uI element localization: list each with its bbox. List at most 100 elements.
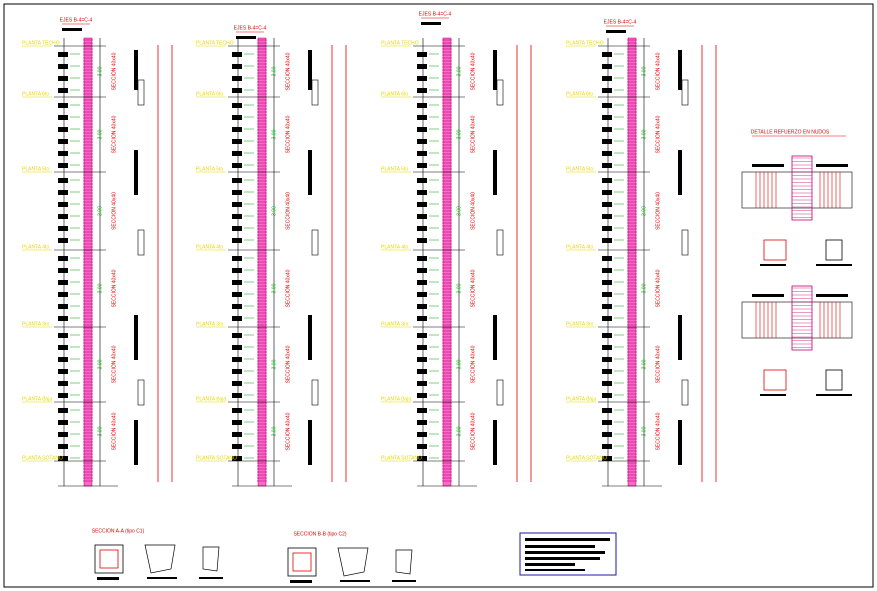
level-label: PLANTA 6to [196, 91, 223, 97]
rebar-section [232, 64, 242, 69]
rebar-section [417, 214, 427, 219]
rebar-section [602, 408, 612, 413]
legend-box [519, 532, 617, 576]
column-section: SECCION 40x40 [111, 115, 117, 153]
rebar-section [232, 292, 242, 297]
beam-top [752, 294, 784, 297]
rebar-section [232, 256, 242, 261]
column-section: SECCION 40x40 [470, 52, 476, 90]
beam-bar [134, 420, 138, 465]
rebar-section [417, 369, 427, 374]
rebar-section [58, 115, 68, 120]
rebar-section [602, 103, 612, 108]
rebar-section [58, 408, 68, 413]
rebar-section [58, 456, 68, 461]
level-label: PLANTA TECHO [22, 40, 60, 46]
detail-title: DETALLE REFUERZO EN NUDOS [751, 129, 830, 135]
rebar-section [417, 151, 427, 156]
rebar-section [58, 280, 68, 285]
beam-box [681, 79, 689, 106]
beam-bar [134, 150, 138, 195]
level-label: PLANTA 5to [196, 166, 223, 172]
story-height: 3.00 [271, 359, 277, 369]
bar [760, 394, 786, 396]
rebar-section [602, 357, 612, 362]
rebar-section [417, 316, 427, 321]
beam-bar [134, 50, 138, 90]
level-label: PLANTA 3ro [22, 321, 50, 327]
beam-box [681, 379, 689, 406]
rebar-section [602, 127, 612, 132]
rebar-section [58, 393, 68, 398]
column-section: SECCION 40x40 [111, 52, 117, 90]
rebar-section [417, 127, 427, 132]
rebar-section [58, 52, 68, 57]
column-section: SECCION 40x40 [285, 345, 291, 383]
elevation-title: EJES B-4=C-4 [234, 25, 267, 31]
beam-box [496, 379, 504, 406]
beam-top [752, 164, 784, 167]
column-elevation: EJES B-4=C-4 PLANTA TECHO 3.00 SECCION 40x4… [381, 11, 532, 487]
title-bar [62, 28, 82, 31]
column-section: SECCION 40x40 [470, 345, 476, 383]
level-label: PLANTA 4to [566, 244, 593, 250]
rebar-section [417, 357, 427, 362]
rebar-section [232, 369, 242, 374]
rebar-section [602, 163, 612, 168]
rebar-section [602, 292, 612, 297]
section-a [763, 369, 787, 391]
rebar-section [602, 268, 612, 273]
elevation-title: EJES B-4=C-4 [604, 19, 637, 25]
rebar-section [417, 115, 427, 120]
rebar-section [58, 163, 68, 168]
rebar-section [58, 238, 68, 243]
level-label: PLANTA 4to [22, 244, 49, 250]
rebar-section [602, 393, 612, 398]
story-height: 3.00 [271, 426, 277, 436]
beam-bar [134, 315, 138, 360]
section-tie [337, 547, 369, 577]
rebar-section [232, 76, 242, 81]
section-drawing [287, 547, 416, 583]
rebar-section [232, 226, 242, 231]
title-bar [236, 36, 256, 39]
rebar-section [417, 64, 427, 69]
beam-bar [308, 315, 312, 360]
section-b [825, 369, 843, 391]
level-label: PLANTA 3ro [196, 321, 224, 327]
rebar-section [58, 178, 68, 183]
frame [3, 3, 874, 588]
rebar-section [232, 268, 242, 273]
level-label: PLANTA 5to [381, 166, 408, 172]
rebar-section [58, 256, 68, 261]
rebar-section [58, 103, 68, 108]
rebar-section [602, 456, 612, 461]
column-section: SECCION 40x40 [470, 192, 476, 230]
rebar-section [602, 304, 612, 309]
section-tie [202, 546, 220, 572]
rebar-section [602, 76, 612, 81]
rebar-section [232, 238, 242, 243]
bar [340, 580, 370, 582]
rebar-section [417, 103, 427, 108]
bar [290, 580, 312, 583]
story-height: 3.00 [456, 426, 462, 436]
beam-top [816, 164, 848, 167]
rebar-section [232, 103, 242, 108]
rebar-section [417, 139, 427, 144]
section-a [763, 239, 787, 261]
rebar-section [417, 444, 427, 449]
story-height: 3.00 [271, 206, 277, 216]
beam-bar [493, 150, 497, 195]
rebar-section [232, 127, 242, 132]
section-tie [144, 544, 176, 574]
section-tie [395, 549, 413, 575]
bar [199, 577, 223, 579]
column-section: SECCION 40x40 [285, 412, 291, 450]
column-section: SECCION 40x40 [285, 52, 291, 90]
level-label: PLANTA 6to [566, 91, 593, 97]
rebar-section [58, 190, 68, 195]
rebar-section [417, 393, 427, 398]
story-height: 3.00 [271, 129, 277, 139]
rebar-section [232, 456, 242, 461]
